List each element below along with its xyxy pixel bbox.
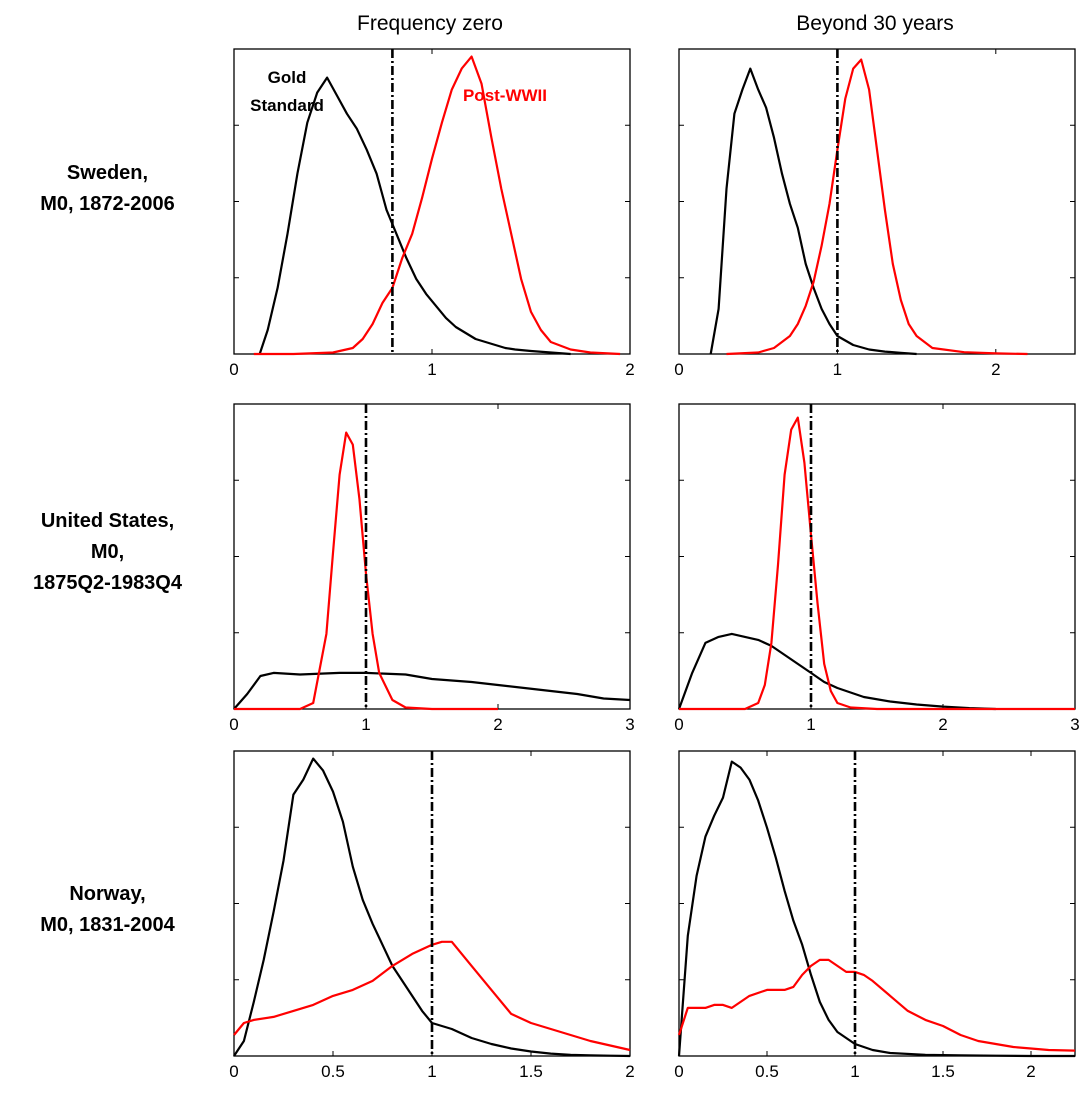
plot-frame bbox=[678, 403, 1076, 710]
annotation-label: Standard bbox=[250, 96, 324, 115]
series-line-0 bbox=[677, 632, 996, 711]
x-tick-label: 1 bbox=[850, 1062, 859, 1081]
x-tick-label: 3 bbox=[625, 715, 634, 734]
x-tick-label: 0 bbox=[229, 1062, 238, 1081]
x-tick-label: 2 bbox=[991, 360, 1000, 379]
x-tick-label: 2 bbox=[938, 715, 947, 734]
series-line-1 bbox=[253, 55, 621, 356]
chart-panel-norway-beyond-30-years: 0 0.5 1 1.5 2 bbox=[674, 750, 1076, 1081]
x-tick-label: 1 bbox=[361, 715, 370, 734]
x-tick-label: 1.5 bbox=[519, 1062, 543, 1081]
series-line-0 bbox=[677, 760, 1075, 1058]
row-label-united-states: United States, M0, 1875Q2-1983Q4 bbox=[0, 506, 215, 599]
chart-panel-united-states-beyond-30-years: 0 1 2 3 bbox=[674, 403, 1080, 734]
series-line-1 bbox=[679, 416, 1075, 711]
row-label-line: Sweden, bbox=[66, 162, 149, 184]
chart-panel-sweden-beyond-30-years: 0 1 2 bbox=[674, 48, 1076, 379]
series-line-0 bbox=[233, 671, 631, 710]
x-tick-label: 1 bbox=[427, 360, 436, 379]
column-title-frequency-zero: Frequency zero bbox=[357, 12, 503, 35]
x-tick-label: 1.5 bbox=[931, 1062, 955, 1081]
x-tick-label: 1 bbox=[833, 360, 842, 379]
chart-panel-norway-frequency-zero: 0 0.5 1 1.5 2 bbox=[229, 750, 635, 1081]
x-tick-label: 0 bbox=[674, 1062, 683, 1081]
row-label-line: Norway, bbox=[69, 883, 146, 905]
x-tick-label: 0 bbox=[674, 360, 683, 379]
series-line-1 bbox=[234, 431, 498, 711]
column-title-beyond-30-years: Beyond 30 years bbox=[796, 12, 954, 35]
series-line-0 bbox=[258, 76, 571, 356]
x-tick-label: 2 bbox=[1026, 1062, 1035, 1081]
series-line-1 bbox=[726, 58, 1028, 356]
x-tick-label: 0.5 bbox=[321, 1062, 345, 1081]
series-line-0 bbox=[233, 757, 631, 1058]
row-label-norway: Norway, M0, 1831-2004 bbox=[0, 879, 215, 941]
series-line-0 bbox=[709, 67, 917, 356]
row-label-line: United States, bbox=[40, 510, 175, 532]
x-tick-label: 2 bbox=[625, 360, 634, 379]
x-tick-label: 1 bbox=[806, 715, 815, 734]
series-line-1 bbox=[677, 958, 1076, 1052]
annotation-label: Gold bbox=[268, 68, 307, 87]
chart-panel-united-states-frequency-zero: 0 1 2 3 bbox=[229, 403, 635, 734]
row-label-sweden: Sweden, M0, 1872-2006 bbox=[0, 158, 215, 220]
row-label-line: M0, 1831-2004 bbox=[40, 914, 175, 936]
plot-frame bbox=[233, 403, 631, 710]
x-tick-label: 3 bbox=[1070, 715, 1079, 734]
row-label-line: 1875Q2-1983Q4 bbox=[32, 572, 182, 594]
x-tick-label: 0 bbox=[229, 360, 238, 379]
chart-panel-sweden-frequency-zero: 0 1 2 Gold Standard Post-WWII bbox=[229, 48, 635, 379]
row-label-line: M0, 1872-2006 bbox=[40, 193, 175, 215]
x-tick-label: 1 bbox=[427, 1062, 436, 1081]
plot-frame bbox=[678, 750, 1076, 1057]
annotation-label: Post-WWII bbox=[463, 86, 547, 105]
x-tick-label: 0 bbox=[229, 715, 238, 734]
x-tick-label: 0 bbox=[674, 715, 683, 734]
x-tick-label: 2 bbox=[625, 1062, 634, 1081]
row-label-line: M0, bbox=[90, 541, 125, 563]
x-tick-label: 2 bbox=[493, 715, 502, 734]
x-tick-label: 0.5 bbox=[755, 1062, 779, 1081]
plot-frame bbox=[678, 48, 1076, 355]
